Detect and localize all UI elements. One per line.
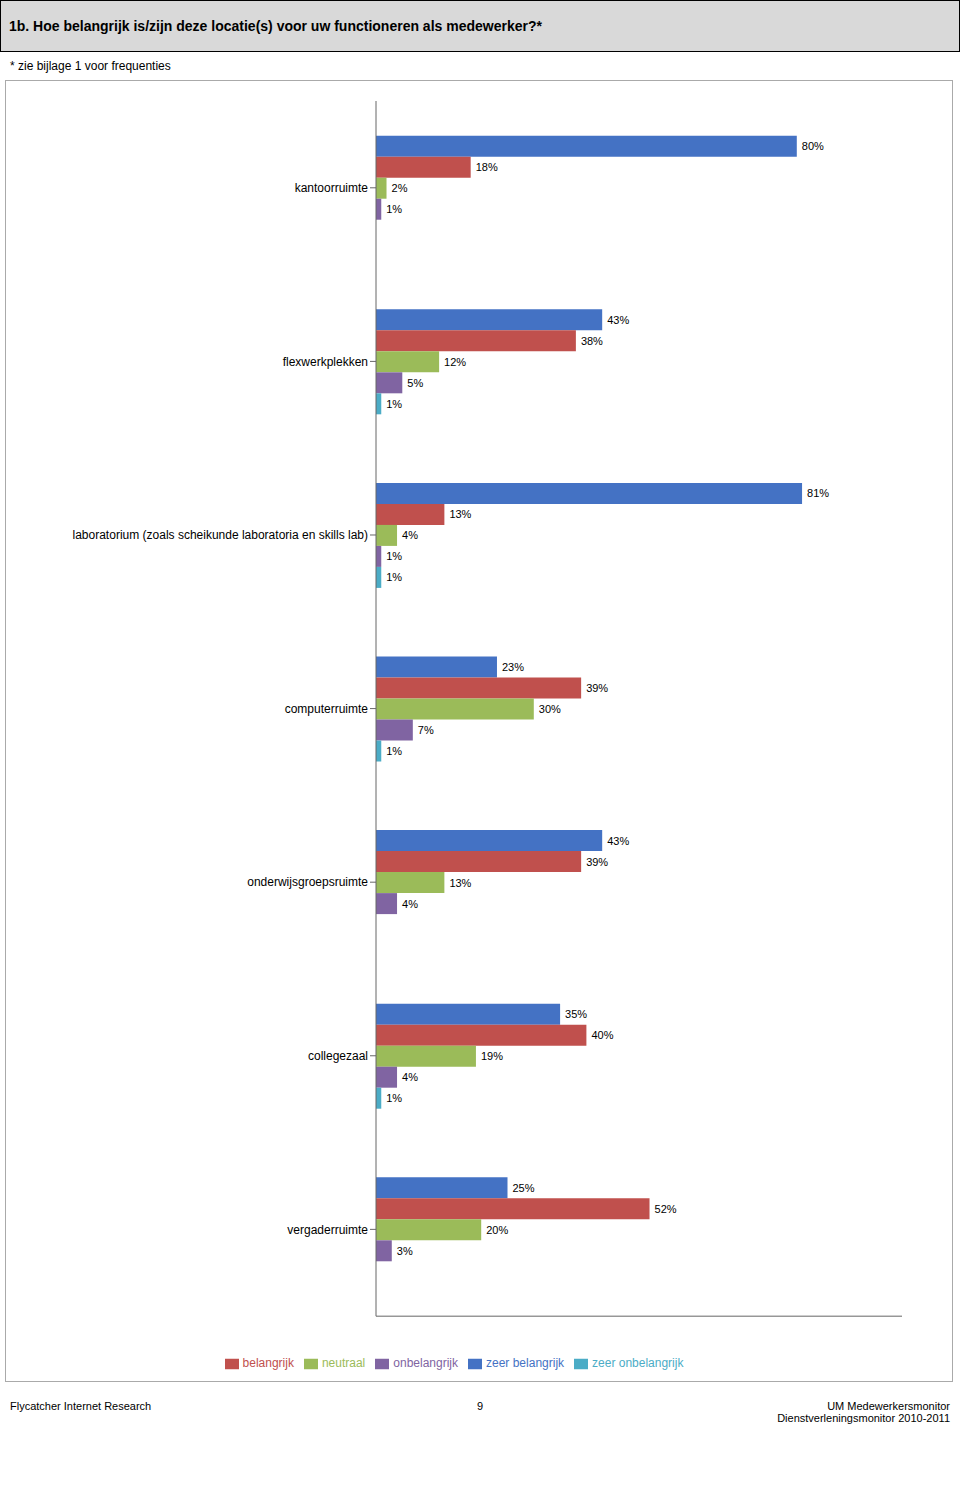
svg-text:35%: 35% — [565, 1008, 587, 1020]
svg-text:vergaderruimte: vergaderruimte — [287, 1223, 368, 1237]
svg-text:4%: 4% — [402, 529, 418, 541]
svg-text:1%: 1% — [386, 398, 402, 410]
svg-text:19%: 19% — [481, 1050, 503, 1062]
html-text:Dienstverleningsmonitor 2010-2: Dienstverleningsmonitor 2010-2011 — [777, 1412, 950, 1424]
svg-text:2%: 2% — [392, 182, 408, 194]
svg-text:23%: 23% — [502, 661, 524, 673]
svg-text:43%: 43% — [607, 314, 629, 326]
svg-text:1%: 1% — [386, 550, 402, 562]
html-text:Flycatcher Internet Research: Flycatcher Internet Research — [10, 1400, 152, 1412]
svg-text:1%: 1% — [386, 745, 402, 757]
svg-text:1%: 1% — [386, 203, 402, 215]
html-text:1b. Hoe belangrijk is/zijn dez: 1b. Hoe belangrijk is/zijn deze locatie(… — [9, 18, 542, 34]
html-text:onbelangrijk: onbelangrijk — [393, 1356, 458, 1371]
svg-text:1%: 1% — [386, 1092, 402, 1104]
svg-text:onderwijsgroepsruimte: onderwijsgroepsruimte — [247, 875, 368, 889]
svg-text:13%: 13% — [449, 508, 471, 520]
svg-text:39%: 39% — [586, 856, 608, 868]
svg-text:30%: 30% — [539, 703, 561, 715]
svg-text:18%: 18% — [476, 161, 498, 173]
svg-text:40%: 40% — [591, 1029, 613, 1041]
svg-text:laboratorium (zoals scheikunde: laboratorium (zoals scheikunde laborator… — [73, 528, 368, 542]
svg-text:5%: 5% — [407, 377, 423, 389]
svg-text:1%: 1% — [386, 571, 402, 583]
svg-text:computerruimte: computerruimte — [285, 702, 369, 716]
svg-text:collegezaal: collegezaal — [308, 1049, 368, 1063]
svg-text:39%: 39% — [586, 682, 608, 694]
svg-text:80%: 80% — [802, 140, 824, 152]
svg-text:81%: 81% — [807, 487, 829, 499]
svg-text:4%: 4% — [402, 898, 418, 910]
html-text:zeer belangrijk: zeer belangrijk — [486, 1356, 565, 1371]
svg-text:20%: 20% — [486, 1224, 508, 1236]
html-text:neutraal: neutraal — [321, 1356, 366, 1371]
svg-text:kantoorruimte: kantoorruimte — [295, 181, 369, 195]
svg-text:13%: 13% — [449, 877, 471, 889]
svg-text:flexwerkplekken: flexwerkplekken — [283, 355, 368, 369]
html-text:zeer onbelangrijk: zeer onbelangrijk — [592, 1356, 684, 1371]
html-text:UM Medewerkersmonitor: UM Medewerkersmonitor — [827, 1400, 950, 1412]
html-text:9: 9 — [476, 1400, 484, 1412]
svg-text:4%: 4% — [402, 1071, 418, 1083]
html-text:* zie bijlage 1 voor frequenti: * zie bijlage 1 voor frequenties — [10, 59, 171, 73]
svg-text:38%: 38% — [581, 335, 603, 347]
svg-text:25%: 25% — [513, 1182, 535, 1194]
svg-text:3%: 3% — [397, 1245, 413, 1257]
svg-text:7%: 7% — [418, 724, 434, 736]
svg-text:43%: 43% — [607, 835, 629, 847]
svg-text:52%: 52% — [655, 1203, 677, 1215]
html-text:belangrijk: belangrijk — [242, 1356, 294, 1371]
svg-text:12%: 12% — [444, 356, 466, 368]
